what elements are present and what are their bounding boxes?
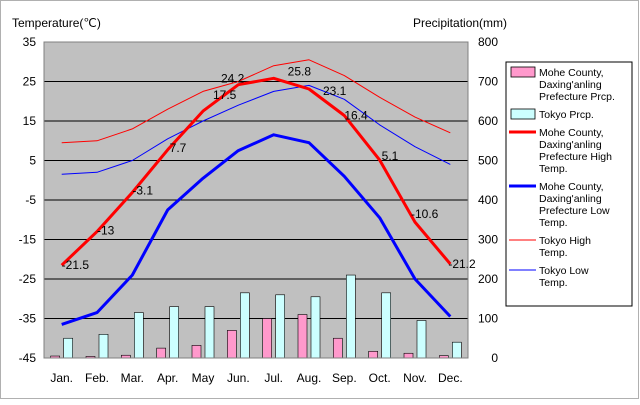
legend: Mohe County, Daxing'anling Prefecture Prcp… [505, 61, 633, 307]
y-right-tick-1: 700 [478, 75, 498, 89]
legend-label-2: Mohe County, Daxing'anling Prefecture High… [539, 127, 612, 175]
data-label-0: -21.5 [62, 258, 90, 272]
precip-bar-s0-7 [297, 314, 308, 359]
data-label-2: -3.1 [132, 183, 153, 197]
precip-bar-s1-1 [98, 333, 109, 359]
x-tick-9: Oct. [369, 371, 391, 385]
data-label-3: 7.7 [170, 141, 187, 155]
y-left-tick-2: 15 [23, 114, 37, 128]
precip-bar-s1-5 [240, 292, 250, 359]
x-tick-5: Jun. [227, 371, 250, 385]
data-label-10: -10.6 [411, 207, 439, 221]
x-tick-11: Dec. [438, 371, 463, 385]
y-right-axis-label: Precipitation(mm) [413, 16, 507, 30]
precip-bar-s1-4 [204, 306, 215, 359]
data-label-6: 25.8 [288, 64, 312, 78]
legend-label-3: Mohe County, Daxing'anling Prefecture Low T… [539, 181, 610, 229]
y-right-tick-7: 100 [478, 312, 498, 326]
precip-bar-s1-11 [452, 341, 462, 359]
x-tick-7: Aug. [297, 371, 322, 385]
y-left-tick-3: 5 [29, 154, 36, 168]
legend-label-1: Tokyo Prcp. [539, 109, 594, 121]
data-labels: -21.5 -13 -3.1 7.7 17.5 24.2 25.8 23.1 16.4 5.1 -1… [62, 64, 476, 272]
data-label-8: 16.4 [344, 108, 368, 122]
data-label-11: -21.2 [448, 257, 476, 271]
data-label-9: 5.1 [382, 149, 399, 163]
legend-swatch-0 [510, 66, 536, 78]
y-right-tick-4: 400 [478, 193, 498, 207]
precip-bar-s1-3 [169, 306, 179, 359]
y-left-tick-7: -35 [19, 312, 37, 326]
legend-label-5: Tokyo Low Temp. [539, 265, 589, 289]
y-right-tick-3: 500 [478, 154, 498, 168]
x-tick-2: Mar. [121, 371, 144, 385]
temp-line-s2 [61, 59, 451, 144]
y-right-tick-6: 200 [478, 272, 498, 286]
plot-border [43, 41, 469, 359]
x-tick-3: Apr. [157, 371, 178, 385]
x-tick-1: Feb. [85, 371, 109, 385]
precip-bar-s0-9 [368, 350, 378, 359]
temp-line-s3 [61, 84, 451, 175]
data-label-1: -13 [97, 224, 115, 238]
y-left-tick-4: -5 [25, 193, 36, 207]
temperature-lines [60, 59, 452, 326]
legend-label-0: Mohe County, Daxing'anling Prefecture Prcp… [539, 67, 615, 103]
y-right-tick-8: 0 [491, 351, 498, 365]
precip-bar-s0-6 [262, 318, 272, 359]
precip-bar-s0-8 [333, 337, 343, 359]
y-right-tick-5: 300 [478, 233, 498, 247]
precip-bar-s1-6 [275, 294, 285, 359]
legend-box [505, 61, 633, 307]
precip-bar-s1-9 [381, 292, 391, 359]
precip-bar-s1-10 [416, 320, 427, 359]
precip-bar-s0-5 [227, 330, 237, 359]
y-left-tick-0: 35 [23, 35, 37, 49]
x-tick-10: Nov. [403, 371, 427, 385]
y-left-tick-8: -45 [19, 351, 37, 365]
y-left-tick-1: 25 [23, 75, 37, 89]
precip-bar-s0-3 [156, 347, 166, 359]
grid-lines [44, 41, 468, 359]
y-right-tick-0: 800 [478, 35, 498, 49]
x-tick-6: Jul. [264, 371, 283, 385]
legend-label-4: Tokyo High Temp. [539, 235, 591, 259]
precip-bar-s1-8 [346, 274, 356, 359]
temp-line-s0 [60, 76, 452, 267]
precip-bar-s1-7 [310, 296, 321, 359]
temp-line-s1 [61, 133, 452, 326]
precip-bar-s1-2 [134, 312, 144, 359]
x-tick-8: Sep. [332, 371, 357, 385]
legend-swatch-1 [510, 108, 536, 120]
data-label-7: 23.1 [323, 84, 347, 98]
y-left-tick-6: -25 [19, 272, 37, 286]
y-left-tick-5: -15 [19, 233, 37, 247]
x-tick-4: May [192, 371, 215, 385]
axis-tick-labels: 35 25 15 5 -5 -15 -25 -35 -45 800 700 600 500 400 300 2… [19, 35, 499, 385]
x-tick-0: Jan. [50, 371, 73, 385]
data-label-5: 24.2 [221, 72, 245, 86]
y-left-axis-label: Temperature(℃) [12, 16, 101, 30]
precip-bar-s0-10 [403, 352, 414, 359]
data-label-4: 17.5 [213, 88, 237, 102]
y-right-tick-2: 600 [478, 114, 498, 128]
precip-bar-s1-0 [63, 337, 73, 359]
precip-bar-s0-4 [191, 345, 202, 359]
